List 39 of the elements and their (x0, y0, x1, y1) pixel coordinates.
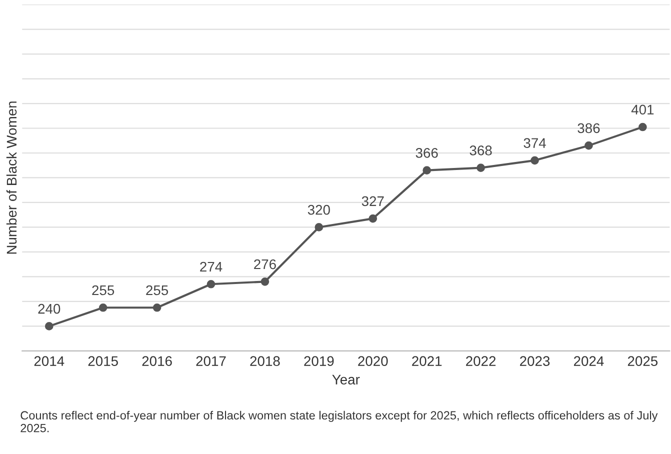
x-tick-label: 2017 (196, 356, 226, 366)
x-tick-label: 2020 (358, 356, 388, 366)
data-label: 255 (92, 285, 114, 296)
data-label: 240 (38, 304, 60, 314)
data-label: 274 (200, 262, 222, 272)
point (584, 141, 593, 150)
point (314, 223, 324, 232)
point (422, 166, 432, 174)
point (476, 164, 485, 172)
data-label: 366 (416, 148, 438, 158)
x-tick-label: 2022 (466, 356, 496, 366)
point (260, 277, 270, 286)
x-tick-label: 2019 (304, 356, 334, 366)
text: Counts reflect end-of-year number of Black women state legislators except for 2025, which reflects officeholders as of July 2025. (20, 410, 658, 432)
x-tick-label: 2018 (250, 356, 280, 366)
x-tick-label: 2025 (628, 356, 658, 366)
data-label: 386 (578, 123, 600, 134)
x-tick-label: 2014 (34, 356, 64, 366)
data-label: 374 (524, 138, 546, 148)
x-tick-label: 2015 (88, 356, 118, 366)
data-label: 327 (362, 196, 384, 206)
x-axis-title: Year (332, 374, 360, 385)
y-axis-title: Number of Black Women (6, 102, 17, 254)
data-label: 276 (254, 259, 276, 270)
point (152, 303, 162, 312)
data-label: 255 (146, 285, 168, 296)
x-tick-label: 2023 (520, 356, 550, 366)
point (530, 156, 539, 165)
x-tick-label: 2024 (574, 356, 604, 366)
data-label: 320 (308, 204, 330, 215)
point (368, 214, 378, 223)
data-label: 401 (631, 104, 654, 115)
point (44, 322, 54, 330)
point (638, 122, 647, 132)
point (206, 280, 216, 288)
point (98, 303, 108, 312)
x-tick-label: 2016 (142, 356, 172, 366)
data-label: 368 (470, 146, 492, 156)
x-tick-label: 2021 (412, 356, 442, 366)
